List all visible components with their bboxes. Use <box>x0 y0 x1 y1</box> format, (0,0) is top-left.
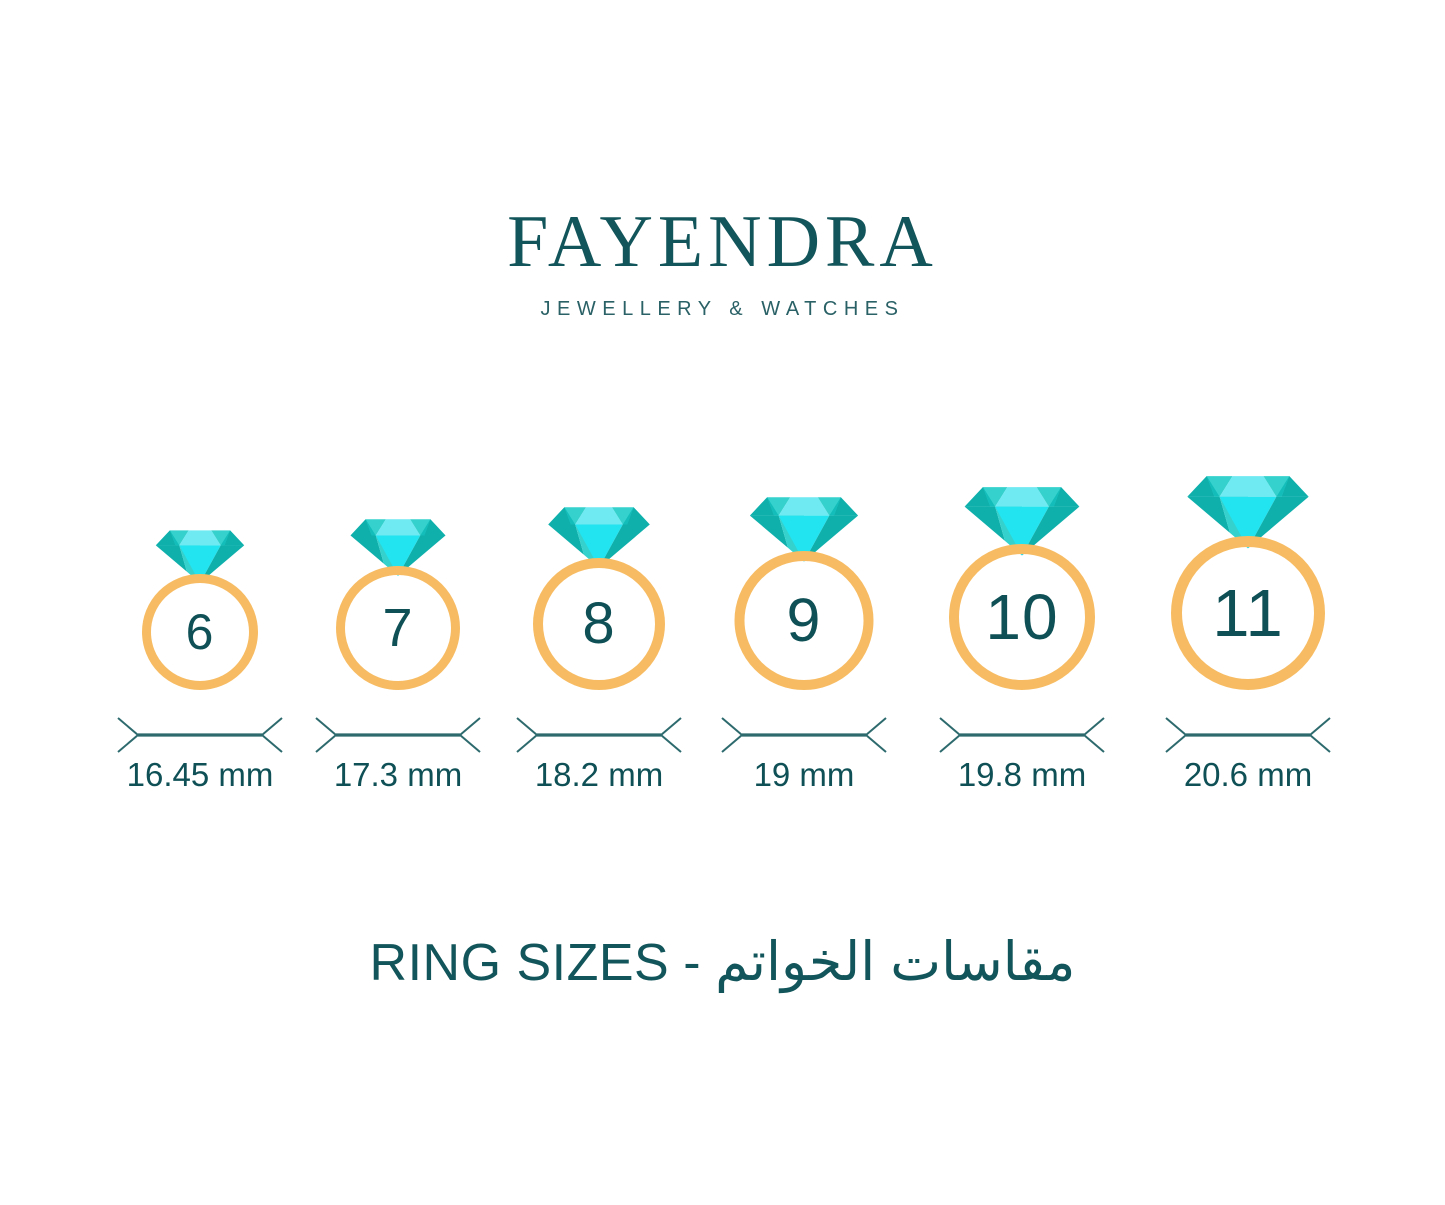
diamond-gem-icon <box>1187 476 1309 549</box>
dimension-arrow-icon <box>939 717 1105 753</box>
ring-illustration: 7 <box>293 440 503 690</box>
ring-measurement-label: 18.2 mm <box>534 756 664 793</box>
ring-size-number: 11 <box>1212 575 1284 651</box>
ring-size-item[interactable]: 7 17.3 mm <box>293 440 503 820</box>
ring-band: 6 <box>142 574 258 690</box>
ring-illustration: 8 <box>494 440 704 690</box>
ring-band: 8 <box>533 558 665 690</box>
ring-size-number: 8 <box>582 591 616 656</box>
brand-logo: FAYENDRA JEWELLERY & WATCHES <box>0 205 1445 319</box>
dimension-arrow-icon <box>315 717 481 753</box>
brand-name: FAYENDRA <box>507 201 938 283</box>
ring-illustration: 11 <box>1143 440 1353 690</box>
diamond-gem-icon <box>548 507 650 568</box>
ring-band: 7 <box>336 566 460 690</box>
ring-size-number: 6 <box>185 604 215 660</box>
dimension-arrow-icon <box>1164 712 1332 758</box>
ring-size-item[interactable]: 11 20.6 mm <box>1143 440 1353 820</box>
page-title-separator: - <box>683 934 702 992</box>
diamond-gem-icon <box>749 497 859 562</box>
ring-band: 10 <box>949 544 1095 690</box>
ring-band: 9 <box>734 551 874 690</box>
ring-size-item[interactable]: 9 19 mm <box>699 440 909 820</box>
dimension-arrow-icon <box>116 712 284 758</box>
diamond-gem-icon <box>1184 458 1313 556</box>
ring-measurement-label: 20.6 mm <box>1183 756 1313 793</box>
dimension-arrow-icon <box>721 717 887 753</box>
dimension-arrow-icon <box>720 712 888 758</box>
ring-size-item[interactable]: 6 16.45 mm <box>95 440 305 820</box>
ring-size-number: 10 <box>985 581 1059 653</box>
diamond-gem-icon <box>964 487 1080 556</box>
page-title: RING SIZES - مقاسات الخواتم <box>0 930 1445 995</box>
ring-size-number: 7 <box>382 598 414 658</box>
ring-size-number: 9 <box>786 586 822 654</box>
diamond-gem-icon <box>348 505 449 583</box>
diamond-gem-icon <box>545 492 653 575</box>
ring-illustration: 6 <box>95 440 305 690</box>
dimension-arrow-icon <box>938 712 1106 758</box>
ring-illustration: 9 <box>699 440 909 690</box>
diamond-gem-icon <box>155 530 245 583</box>
dimension-arrow-icon <box>314 712 482 758</box>
dimension-arrow-icon <box>516 717 682 753</box>
ring-size-item[interactable]: 10 19.8 mm <box>917 440 1127 820</box>
dimension-arrow-icon <box>515 712 683 758</box>
brand-tagline: JEWELLERY & WATCHES <box>540 298 905 320</box>
ring-size-item[interactable]: 8 18.2 mm <box>494 440 704 820</box>
dimension-arrow-icon <box>1165 717 1331 753</box>
diamond-gem-icon <box>153 517 247 590</box>
diamond-gem-icon <box>961 470 1083 563</box>
diamond-gem-icon <box>350 519 446 576</box>
ring-illustration: 10 <box>917 440 1127 690</box>
page-title-arabic: مقاسات الخواتم <box>715 932 1076 992</box>
ring-measurement-label: 17.3 mm <box>333 756 463 793</box>
page-title-english: RING SIZES <box>369 934 670 992</box>
ring-size-row: 6 16.45 mm 7 <box>0 440 1445 820</box>
ring-measurement-label: 16.45 mm <box>126 756 274 793</box>
ring-band: 11 <box>1171 536 1325 690</box>
ring-measurement-label: 19 mm <box>753 756 855 793</box>
dimension-arrow-icon <box>117 717 283 753</box>
diamond-gem-icon <box>747 481 862 569</box>
ring-measurement-label: 19.8 mm <box>957 756 1087 793</box>
